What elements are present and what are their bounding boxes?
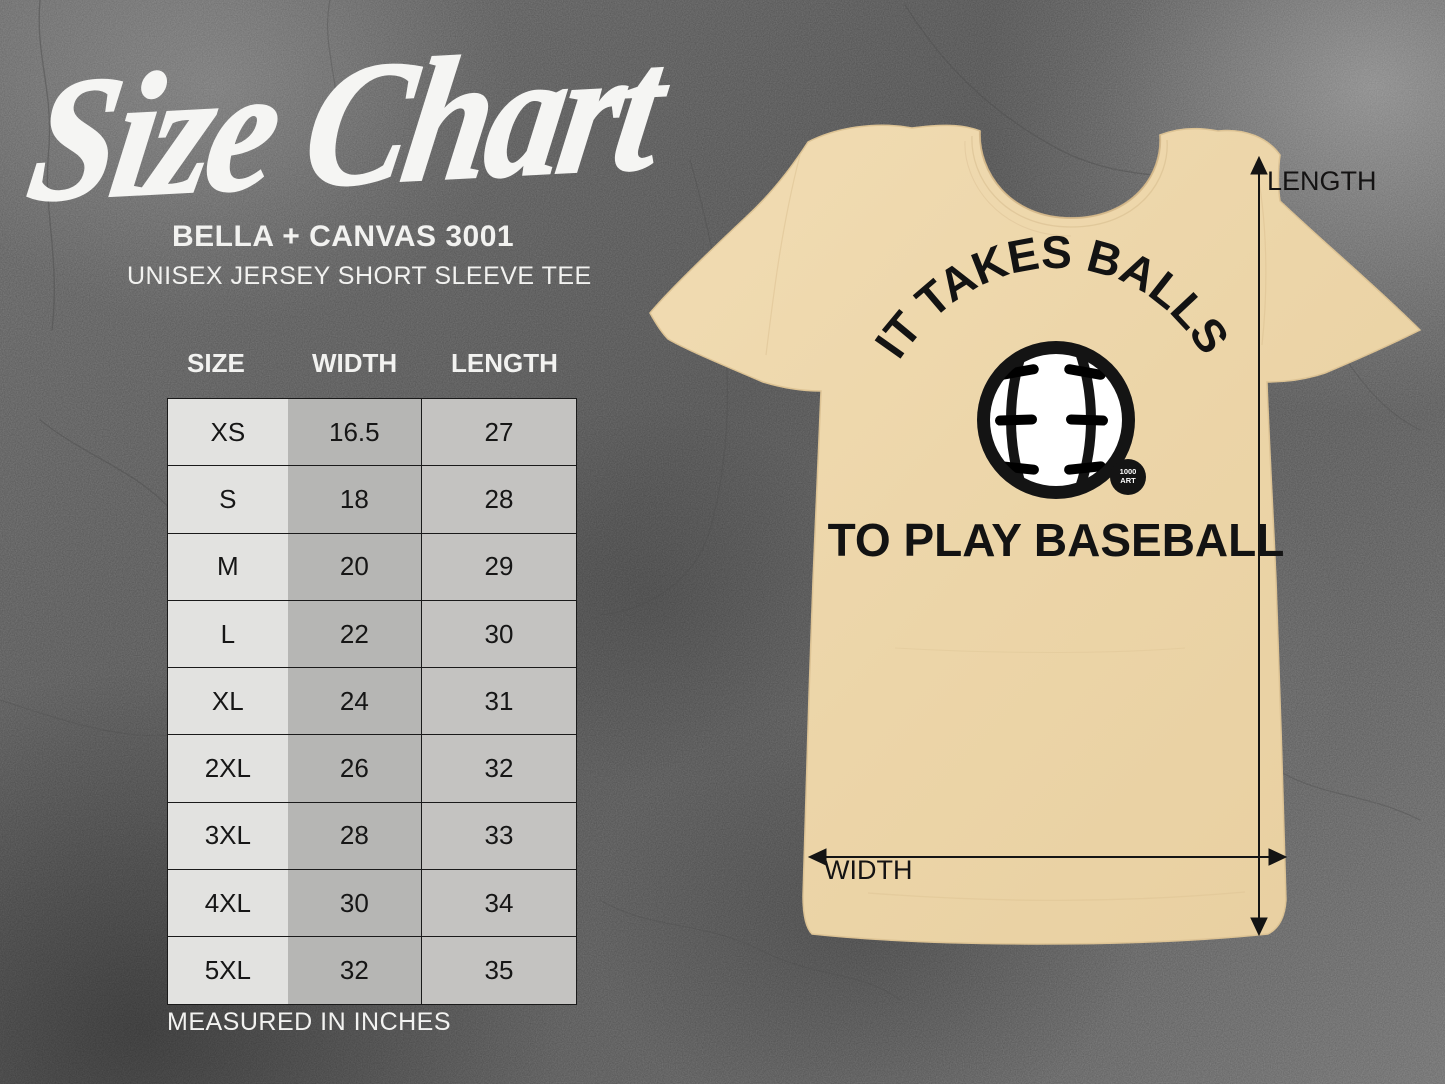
svg-text:LENGTH: LENGTH [1267, 166, 1377, 196]
svg-text:TO PLAY BASEBALL: TO PLAY BASEBALL [828, 514, 1285, 566]
svg-text:WIDTH: WIDTH [824, 855, 912, 885]
svg-text:ART: ART [1120, 476, 1136, 485]
svg-text:1000: 1000 [1120, 467, 1137, 476]
